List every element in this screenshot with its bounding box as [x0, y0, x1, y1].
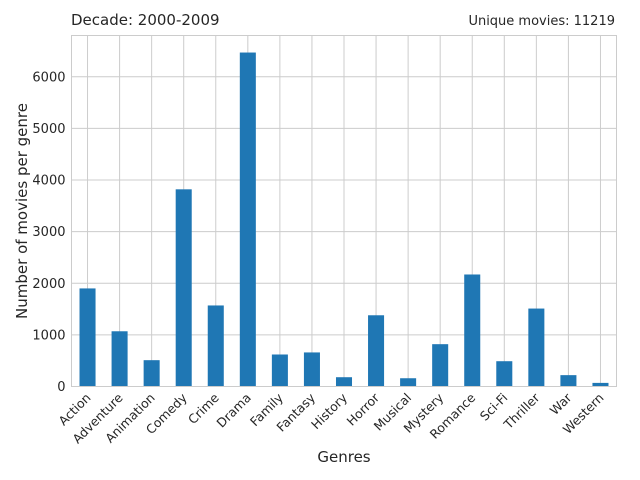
bar-action	[79, 288, 96, 387]
bar-musical	[400, 378, 417, 387]
y-tick-label: 5000	[32, 122, 65, 137]
bar-war	[560, 375, 577, 387]
y-tick-label: 2000	[32, 277, 65, 292]
bar-thriller	[528, 308, 545, 387]
chart-subtitle: Unique movies: 11219	[468, 14, 615, 29]
bar-horror	[368, 315, 385, 387]
bar-history	[335, 377, 353, 387]
bars	[79, 52, 609, 387]
bar-comedy	[175, 189, 192, 387]
bar-crime	[207, 305, 224, 387]
bar-fantasy	[303, 352, 320, 387]
bar-romance	[464, 274, 481, 387]
x-tick-label: History	[308, 390, 350, 432]
bar-animation	[143, 360, 160, 387]
y-tick-label: 3000	[32, 225, 65, 240]
y-tick-label: 6000	[32, 70, 65, 85]
bar-family	[271, 354, 288, 387]
bar-drama	[239, 52, 256, 387]
bar-mystery	[432, 344, 449, 387]
y-tick-labels: 0 1000 2000 3000 4000 5000 6000	[32, 70, 65, 395]
grid-lines	[71, 35, 617, 387]
y-tick-label: 0	[57, 380, 65, 395]
x-axis-label: Genres	[317, 448, 370, 466]
y-tick-label: 1000	[32, 328, 65, 343]
bar-western	[592, 382, 609, 387]
x-tick-label: Thriller	[500, 389, 543, 432]
plot-frame	[71, 35, 617, 387]
x-tick-label: War	[547, 389, 575, 417]
x-tick-label: Drama	[213, 390, 253, 430]
y-axis-label: Number of movies per genre	[13, 103, 31, 319]
chart-title: Decade: 2000-2009	[71, 11, 220, 29]
bar-adventure	[111, 331, 128, 387]
y-tick-label: 4000	[32, 174, 65, 189]
bar-sci-fi	[496, 361, 513, 387]
x-tick-labels: ActionAdventureAnimationComedyCrimeDrama…	[55, 389, 606, 446]
